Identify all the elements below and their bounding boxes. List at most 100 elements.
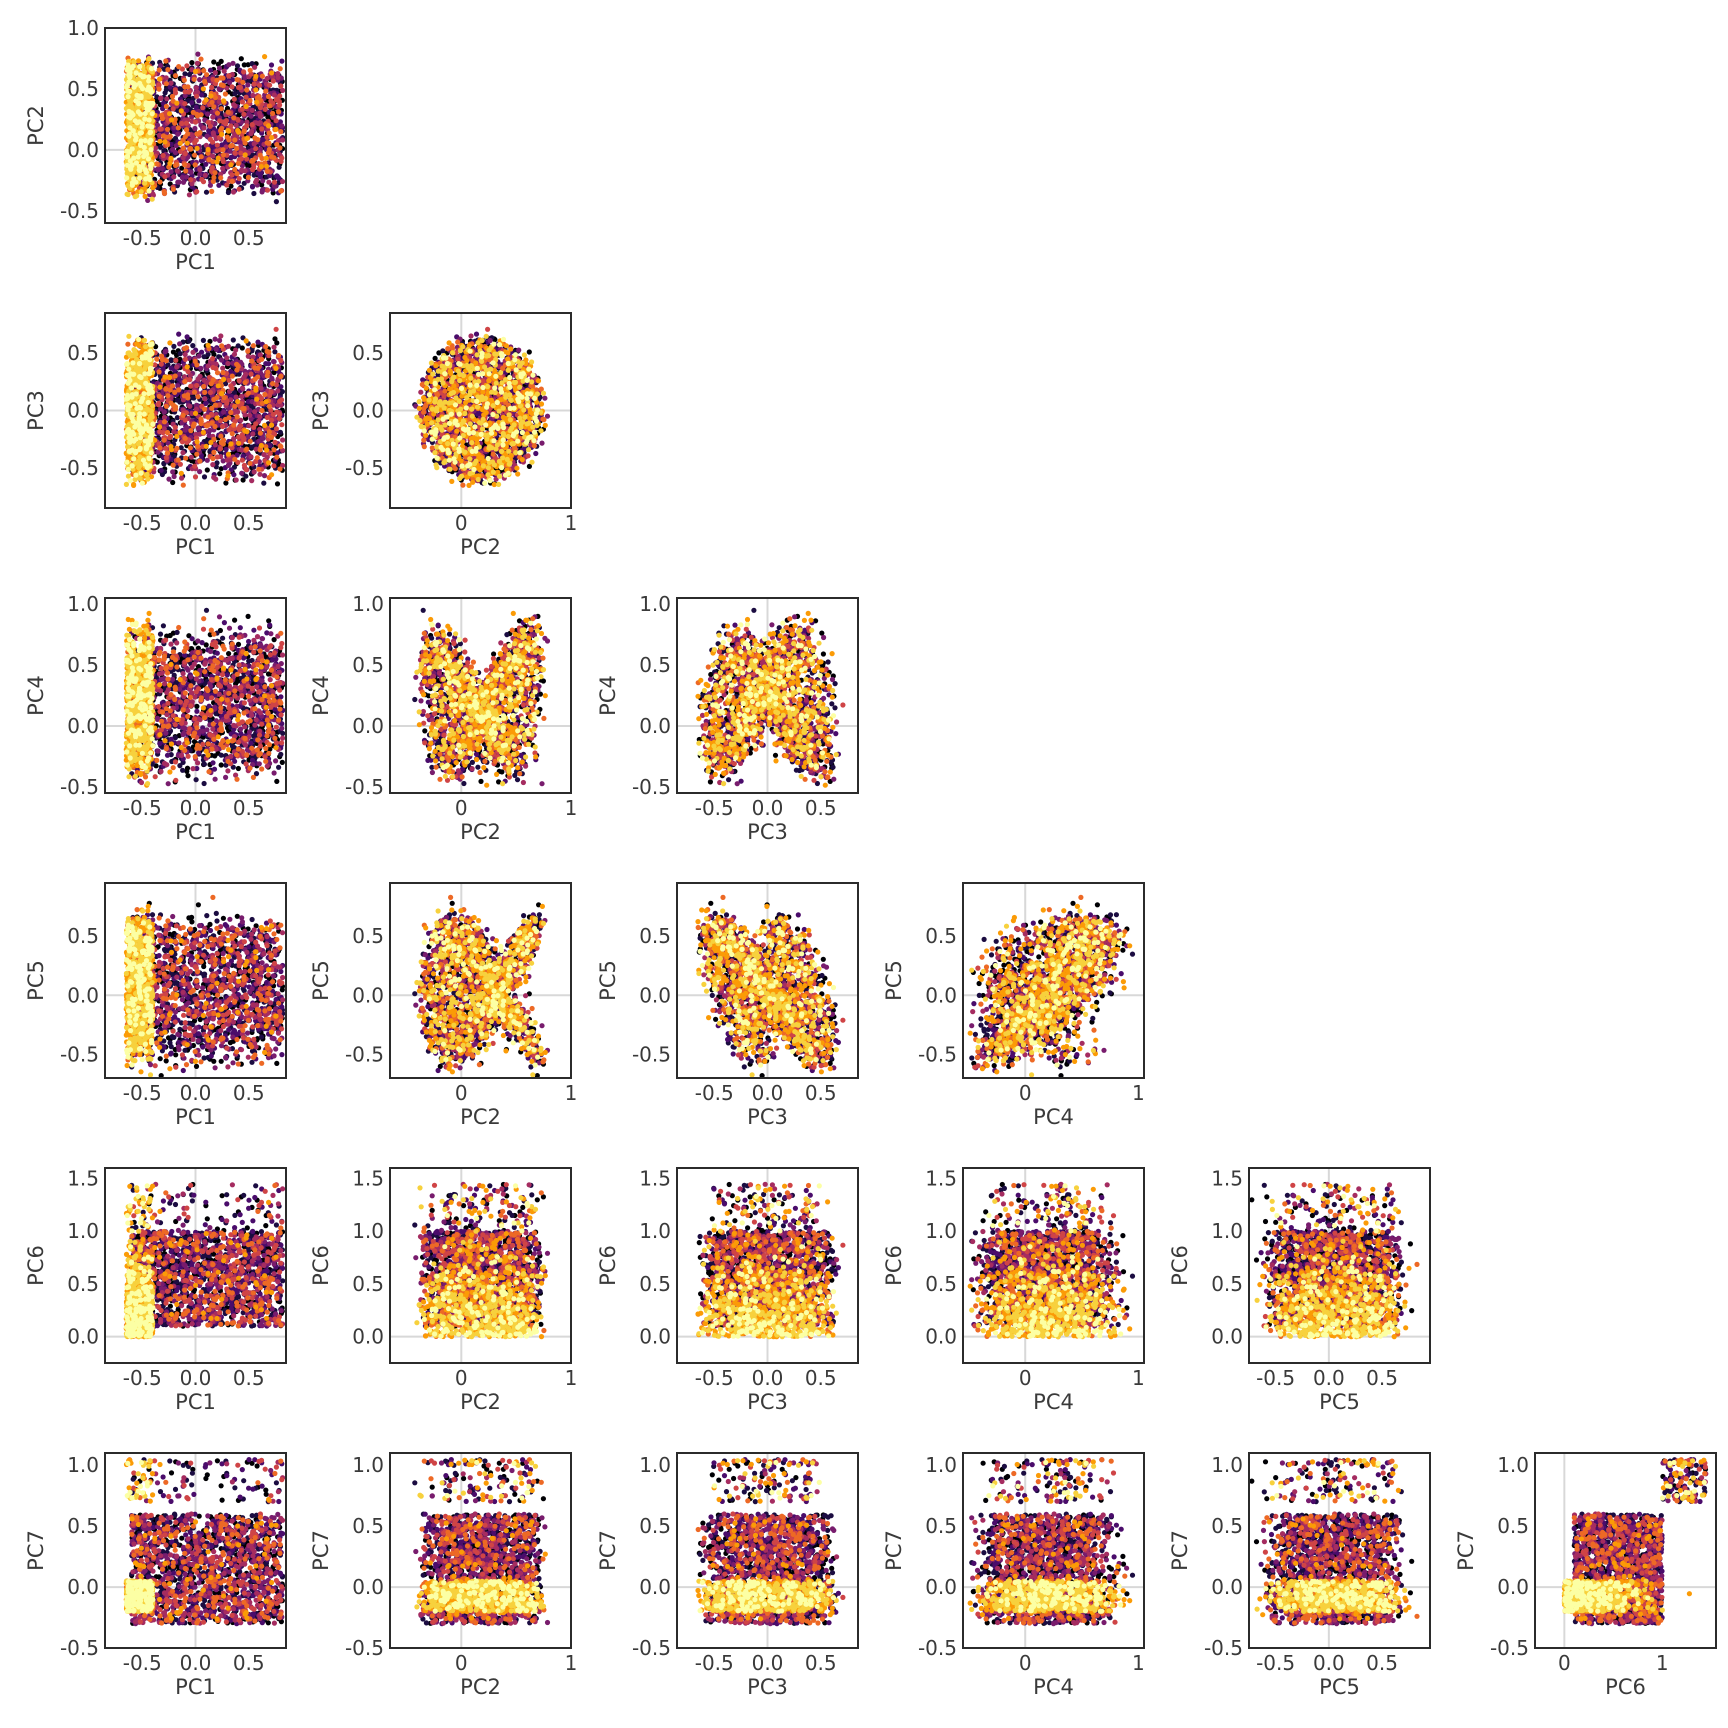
data-point [168,81,173,86]
data-point [250,108,255,113]
data-point [274,118,279,123]
data-point [220,166,225,171]
data-point [200,105,205,110]
data-point [211,130,216,135]
data-point [192,126,197,131]
data-point [193,119,198,124]
data-point [230,61,235,66]
data-point [177,86,182,91]
data-point [197,77,202,82]
data-point [194,85,199,90]
data-point [187,192,192,197]
data-point [205,112,210,117]
data-point [204,190,209,195]
data-point [251,191,256,196]
data-point [236,85,241,90]
data-point [258,114,263,119]
data-point [194,138,199,143]
data-point [175,168,180,173]
data-point [242,168,247,173]
data-point [265,76,270,81]
data-point [208,68,213,73]
data-point [179,121,184,126]
data-point [275,71,280,76]
data-point [222,69,227,74]
data-point [210,115,215,120]
data-point [194,189,199,194]
data-point [171,174,176,179]
data-point [158,63,163,68]
data-point [244,123,249,128]
data-point [280,179,285,184]
data-point [229,84,234,89]
data-point [252,65,257,70]
data-point [277,165,282,170]
data-point [246,112,251,117]
data-point [216,183,221,188]
data-point [189,100,194,105]
data-point [274,199,279,204]
data-point [232,97,237,102]
data-point [238,151,243,156]
data-point [235,63,240,68]
data-point [196,98,201,103]
data-point [171,106,176,111]
data-point [254,178,259,183]
data-point [164,75,169,80]
data-point [189,60,194,65]
data-point [195,52,200,57]
data-point [239,56,244,61]
data-point [272,180,277,185]
data-point [197,167,202,172]
data-point [269,62,274,67]
data-point [226,73,231,78]
data-point [188,170,193,175]
data-point [221,159,226,164]
panel-pc1-pc2: -0.5 0.0 0.5-0.50.00.51.0PC1PC2 [24,16,286,274]
data-point [183,151,188,156]
data-point [175,132,180,137]
data-point [194,94,199,99]
data-point [231,189,236,194]
data-point [245,82,250,87]
data-point [181,180,186,185]
data-point [176,180,181,185]
data-point [215,143,220,148]
data-point [237,176,242,181]
data-point [208,124,213,129]
data-point [227,80,232,85]
data-point [263,107,268,112]
data-point [195,61,200,66]
data-point [226,190,231,195]
data-point [156,167,161,172]
data-point [260,178,265,183]
data-point [161,153,166,158]
data-point [162,174,167,179]
data-point [250,184,255,189]
data-point [259,126,264,131]
data-point [232,150,237,155]
data-point [180,175,185,180]
data-point [265,188,270,193]
data-point [257,83,262,88]
data-point [158,96,163,101]
data-point [164,96,169,101]
data-point [197,172,202,177]
data-point [233,103,238,108]
data-point [234,123,239,128]
data-point [184,121,189,126]
data-point [213,70,218,75]
data-point [209,85,214,90]
data-point [217,66,222,71]
data-point [201,125,206,130]
data-point [211,59,216,64]
data-point [260,187,265,192]
data-point [248,131,253,136]
data-point [279,123,284,128]
data-point [157,127,162,132]
data-point [241,69,246,74]
data-point [253,146,258,151]
data-point [203,173,208,178]
data-point [266,180,271,185]
